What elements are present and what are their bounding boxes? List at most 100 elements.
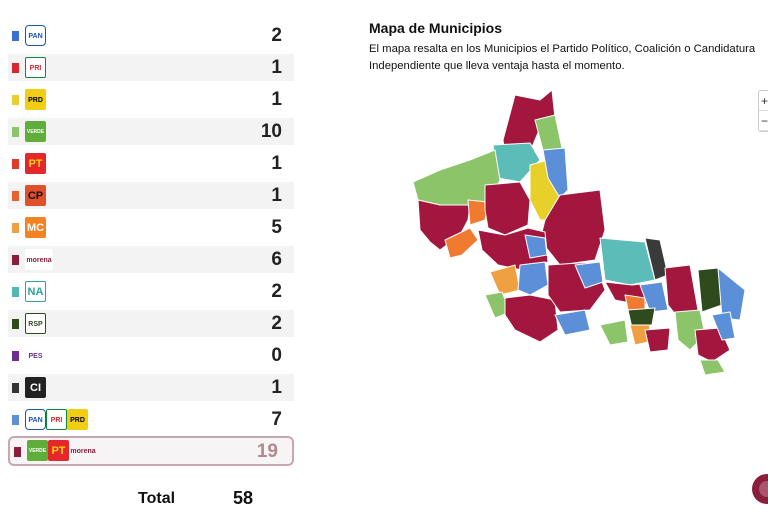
total-label: Total [138,490,176,507]
municipality-count: 0 [271,345,282,366]
party-logos: PRI [25,57,46,78]
map-description: El mapa resalta en los Municipios el Par… [369,43,756,72]
party-color-marker [12,31,19,41]
municipality-count: 2 [271,25,282,46]
municipality-region[interactable] [599,237,656,286]
result-row[interactable]: PT 1 [8,150,294,177]
municipality-region[interactable] [547,261,606,313]
total-value: 58 [233,488,254,508]
municipality-region[interactable] [529,159,566,221]
party-logos: CP [25,185,46,206]
party-logos: PES [25,345,46,366]
municipality-region[interactable] [534,114,563,159]
party-color-marker [12,63,19,73]
municipality-region[interactable] [492,142,541,183]
municipality-region[interactable] [554,309,591,336]
party-color-marker [12,159,19,169]
party-color-marker [12,127,19,137]
municipality-region[interactable] [627,307,656,329]
municipality-region[interactable] [717,267,746,321]
municipality-region[interactable] [711,311,736,341]
municipality-count: 1 [271,57,282,78]
map-zoom-control[interactable]: + − [758,90,768,132]
party-color-marker [12,319,19,329]
party-color-marker [12,287,19,297]
municipality-region[interactable] [489,264,521,296]
party-logos: morena [25,249,53,270]
municipality-region[interactable] [484,181,531,236]
party-logos: CI [25,377,46,398]
municipality-count: 2 [271,313,282,334]
result-row-highlighted[interactable]: VERDE PT morena 19 [8,436,294,466]
municipality-region[interactable] [539,189,606,266]
municipality-region[interactable] [517,261,549,296]
result-row[interactable]: NA 2 [8,278,294,305]
party-logo-icon: PT [48,440,69,461]
party-logo-icon: PES [25,345,46,366]
municipality-count: 19 [256,441,278,462]
municipality-region[interactable] [444,227,479,259]
result-row[interactable]: CP 1 [8,182,294,209]
municipality-region[interactable] [417,199,471,251]
municipality-region[interactable] [467,199,489,226]
party-logo-icon: PAN [25,409,46,430]
party-logos: PAN [25,25,46,46]
municipality-region[interactable] [694,327,731,363]
municipality-count: 2 [271,281,282,302]
municipality-count: 5 [271,217,282,238]
party-logo-icon: CI [25,377,46,398]
party-logo-icon: PRD [25,89,46,110]
municipality-region[interactable] [699,359,726,376]
municipality-region[interactable] [644,327,671,353]
municipality-region[interactable] [604,281,666,306]
result-row[interactable]: MC 5 [8,214,294,241]
party-color-marker [14,447,21,457]
municipality-region[interactable] [697,267,723,313]
result-row[interactable]: PAN PRI PRD 7 [8,406,294,433]
municipality-count: 10 [260,121,282,142]
party-logo-icon: PT [25,153,46,174]
party-logos: MC [25,217,46,238]
party-logo-icon: NA [25,281,46,302]
party-logo-icon: PRD [67,409,88,430]
result-row[interactable]: PES 0 [8,342,294,369]
party-logo-icon: VERDE [25,121,46,142]
party-logo-icon: morena [69,440,97,461]
zoom-in-button[interactable]: + [759,91,768,111]
party-logos: VERDE PT morena [27,440,97,461]
result-row[interactable]: morena 6 [8,246,294,273]
result-row[interactable]: VERDE 10 [8,118,294,145]
party-logo-icon: RSP [25,313,46,334]
municipality-region[interactable] [574,261,604,289]
municipality-region[interactable] [599,319,629,346]
municipality-region[interactable] [484,291,511,319]
municipality-region[interactable] [542,147,569,199]
municipality-region[interactable] [502,89,556,156]
result-row[interactable]: PRD 1 [8,86,294,113]
party-color-marker [12,383,19,393]
municipality-region[interactable] [412,149,501,211]
party-logo-icon: CP [25,185,46,206]
municipality-region[interactable] [524,234,548,259]
result-row[interactable]: CI 1 [8,374,294,401]
party-color-marker [12,223,19,233]
municipality-region[interactable] [639,281,669,313]
party-logo-icon: PRI [46,409,67,430]
party-logo-icon: PAN [25,25,46,46]
municipality-region[interactable] [504,294,559,343]
municipality-region[interactable] [624,294,646,311]
result-row[interactable]: RSP 2 [8,310,294,337]
municipality-region[interactable] [644,237,669,281]
municipality-region[interactable] [629,324,651,346]
party-logo-icon: VERDE [27,440,48,461]
party-color-marker [12,415,19,425]
result-row[interactable]: PAN 2 [8,22,294,49]
municipality-region[interactable] [477,227,549,271]
party-logos: PRD [25,89,46,110]
result-row[interactable]: PRI 1 [8,54,294,81]
municipality-region[interactable] [674,309,706,351]
municipality-region[interactable] [664,264,699,321]
chat-bubble-icon[interactable] [752,474,768,504]
zoom-out-button[interactable]: − [759,111,768,131]
party-logos: PAN PRI PRD [25,409,88,430]
